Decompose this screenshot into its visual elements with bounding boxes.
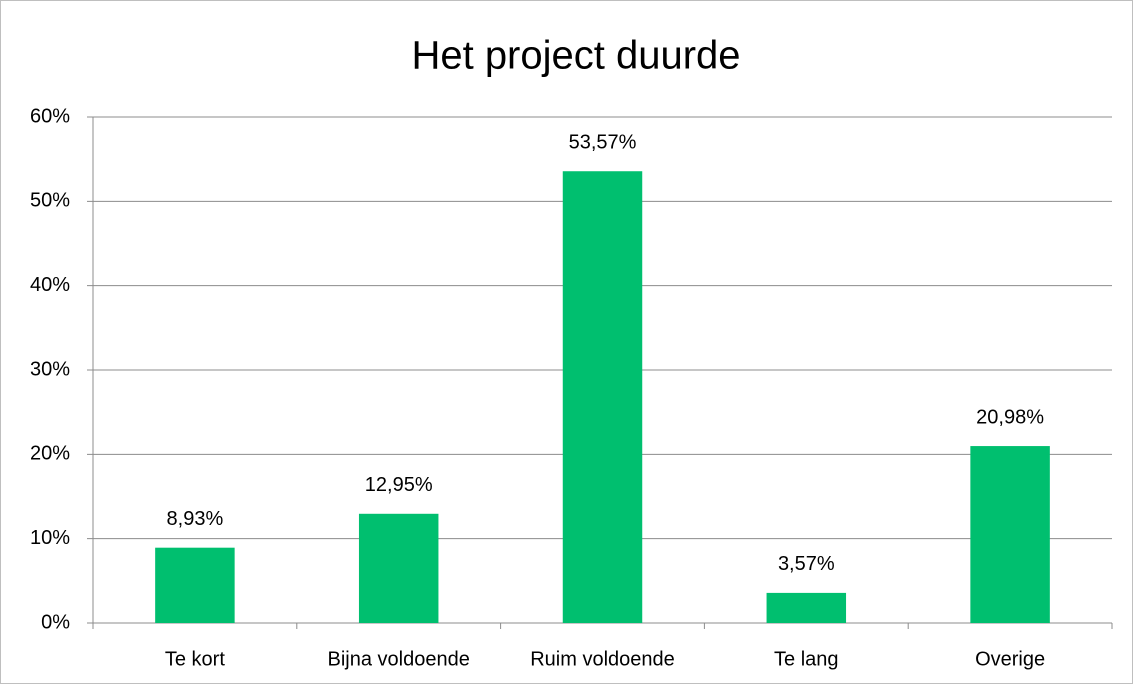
chart-title: Het project duurde <box>411 34 740 78</box>
y-tick-label: 0% <box>41 611 70 633</box>
bar <box>766 592 847 623</box>
bar <box>970 446 1050 623</box>
bar <box>358 513 439 623</box>
x-tick-label: Bijna voldoende <box>328 648 470 670</box>
x-tick-label: Te kort <box>165 648 225 670</box>
bar <box>155 547 235 623</box>
y-tick-label: 10% <box>30 527 70 549</box>
y-tick-label: 40% <box>30 274 70 296</box>
x-tick-label: Ruim voldoende <box>530 648 675 670</box>
data-label: 8,93% <box>167 508 224 530</box>
data-label: 20,98% <box>976 406 1044 428</box>
data-label: 53,57% <box>569 132 637 154</box>
x-tick-label: Overige <box>975 648 1045 670</box>
y-tick-label: 50% <box>30 190 70 212</box>
y-tick-label: 30% <box>30 358 70 380</box>
bar <box>562 171 643 624</box>
data-label: 12,95% <box>365 474 433 496</box>
data-label: 3,57% <box>778 553 835 575</box>
x-tick-label: Te lang <box>774 648 839 670</box>
y-tick-label: 60% <box>30 105 70 127</box>
y-tick-label: 20% <box>30 443 70 465</box>
